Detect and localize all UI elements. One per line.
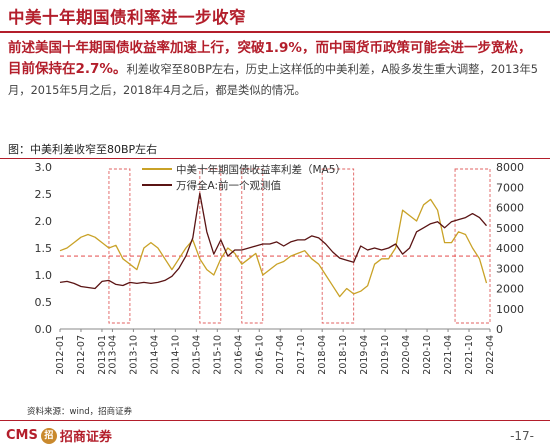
y-left-tick-label: 0.5 — [35, 296, 53, 309]
y-left-tick-label: 0.0 — [35, 323, 53, 336]
x-tick-label: 2015-04 — [191, 335, 202, 375]
x-tick-label: 2013-04 — [107, 335, 118, 375]
chart-heading: 图：中美利差收窄至80BP左右 — [8, 143, 158, 156]
chart-legend: 中美十年期国债收益率利差（MA5） 万得全A:前一个观测值 — [142, 163, 346, 192]
y-right-tick-label: 2000 — [496, 283, 524, 296]
x-tick-label: 2020-10 — [422, 335, 433, 375]
summary-highlight: 前述美国十年期国债收益率加速上行，突破1.9%，而中国货币政策可能会进一步宽松，… — [8, 40, 532, 77]
y-right-tick-label: 8000 — [496, 161, 524, 174]
x-tick-label: 2015-10 — [212, 335, 223, 375]
title-divider — [0, 31, 550, 33]
y-right-tick-label: 6000 — [496, 202, 524, 215]
x-tick-label: 2017-04 — [275, 335, 286, 375]
x-tick-label: 2022-04 — [485, 335, 496, 375]
footer-divider — [0, 420, 550, 421]
x-tick-label: 2013-01 — [97, 335, 108, 375]
x-tick-label: 2014-04 — [149, 335, 160, 375]
y-left-tick-label: 3.0 — [35, 161, 53, 174]
x-tick-label: 2012-01 — [55, 335, 66, 375]
x-tick-label: 2017-10 — [296, 335, 307, 375]
logo-brand: 招商证券 — [59, 430, 112, 445]
y-left-tick-label: 1.5 — [35, 242, 53, 255]
spread-series-line — [59, 198, 488, 298]
series-lines — [59, 192, 488, 298]
y-right-tick-label: 5000 — [496, 222, 524, 235]
y-right-tick-label: 1000 — [496, 303, 524, 316]
highlight-periods — [60, 168, 491, 324]
x-tick-label: 2019-10 — [380, 335, 391, 375]
logo-badge-icon: 招 — [40, 427, 57, 444]
y-left-tick-label: 1.0 — [35, 269, 53, 282]
y-right-tick-label: 4000 — [496, 242, 524, 255]
highlight-period-box — [108, 168, 131, 324]
x-tick-label: 2018-04 — [317, 335, 328, 375]
x-tick-label: 2012-07 — [76, 335, 87, 375]
chart-divider — [0, 158, 550, 159]
x-tick-label: 2020-04 — [401, 335, 412, 375]
legend-label: 中美十年期国债收益率利差（MA5） — [176, 163, 346, 176]
x-tick-label: 2016-04 — [233, 335, 244, 375]
chart-axes: 0.0 0.5 1.0 1.5 2.0 2.5 3.0 0 1000 2000 3000 4000 50… — [35, 161, 525, 375]
slide-title: 中美十年期国债利率进一步收窄 — [8, 8, 246, 27]
highlight-period-box — [199, 168, 222, 324]
page-number: -17- — [510, 429, 534, 443]
x-tick-label: 2018-10 — [338, 335, 349, 375]
y-right-tick-label: 0 — [496, 323, 503, 336]
highlight-period-box — [454, 168, 491, 324]
x-tick-label: 2021-04 — [443, 335, 454, 375]
data-source: 资料来源：wind，招商证券 — [27, 407, 133, 417]
x-tick-label: 2016-10 — [254, 335, 265, 375]
summary-paragraph: 前述美国十年期国债收益率加速上行，突破1.9%，而中国货币政策可能会进一步宽松，… — [8, 38, 544, 101]
y-right-tick-label: 3000 — [496, 262, 524, 275]
y-left-tick-label: 2.0 — [35, 215, 53, 228]
logo-text: CMS — [6, 428, 38, 443]
legend-label: 万得全A:前一个观测值 — [176, 179, 282, 192]
y-right-tick-label: 7000 — [496, 181, 524, 194]
y-left-tick-label: 2.5 — [35, 188, 53, 201]
company-logo: CMS 招 招商证券 — [6, 426, 112, 445]
x-tick-label: 2021-10 — [464, 335, 475, 375]
index-series-line — [59, 192, 487, 290]
x-tick-label: 2014-10 — [170, 335, 181, 375]
spread-vs-index-chart: 0.0 0.5 1.0 1.5 2.0 2.5 3.0 0 1000 2000 3000 4000 50… — [35, 161, 525, 375]
x-tick-label: 2013-10 — [128, 335, 139, 375]
highlight-period-box — [241, 168, 264, 324]
summary-text: 利差收窄至80BP左右，历史上这样低的中美利差，A股多发生重大调整，2013年5… — [8, 63, 538, 97]
x-tick-label: 2019-04 — [359, 335, 370, 375]
highlight-period-box — [321, 168, 355, 324]
